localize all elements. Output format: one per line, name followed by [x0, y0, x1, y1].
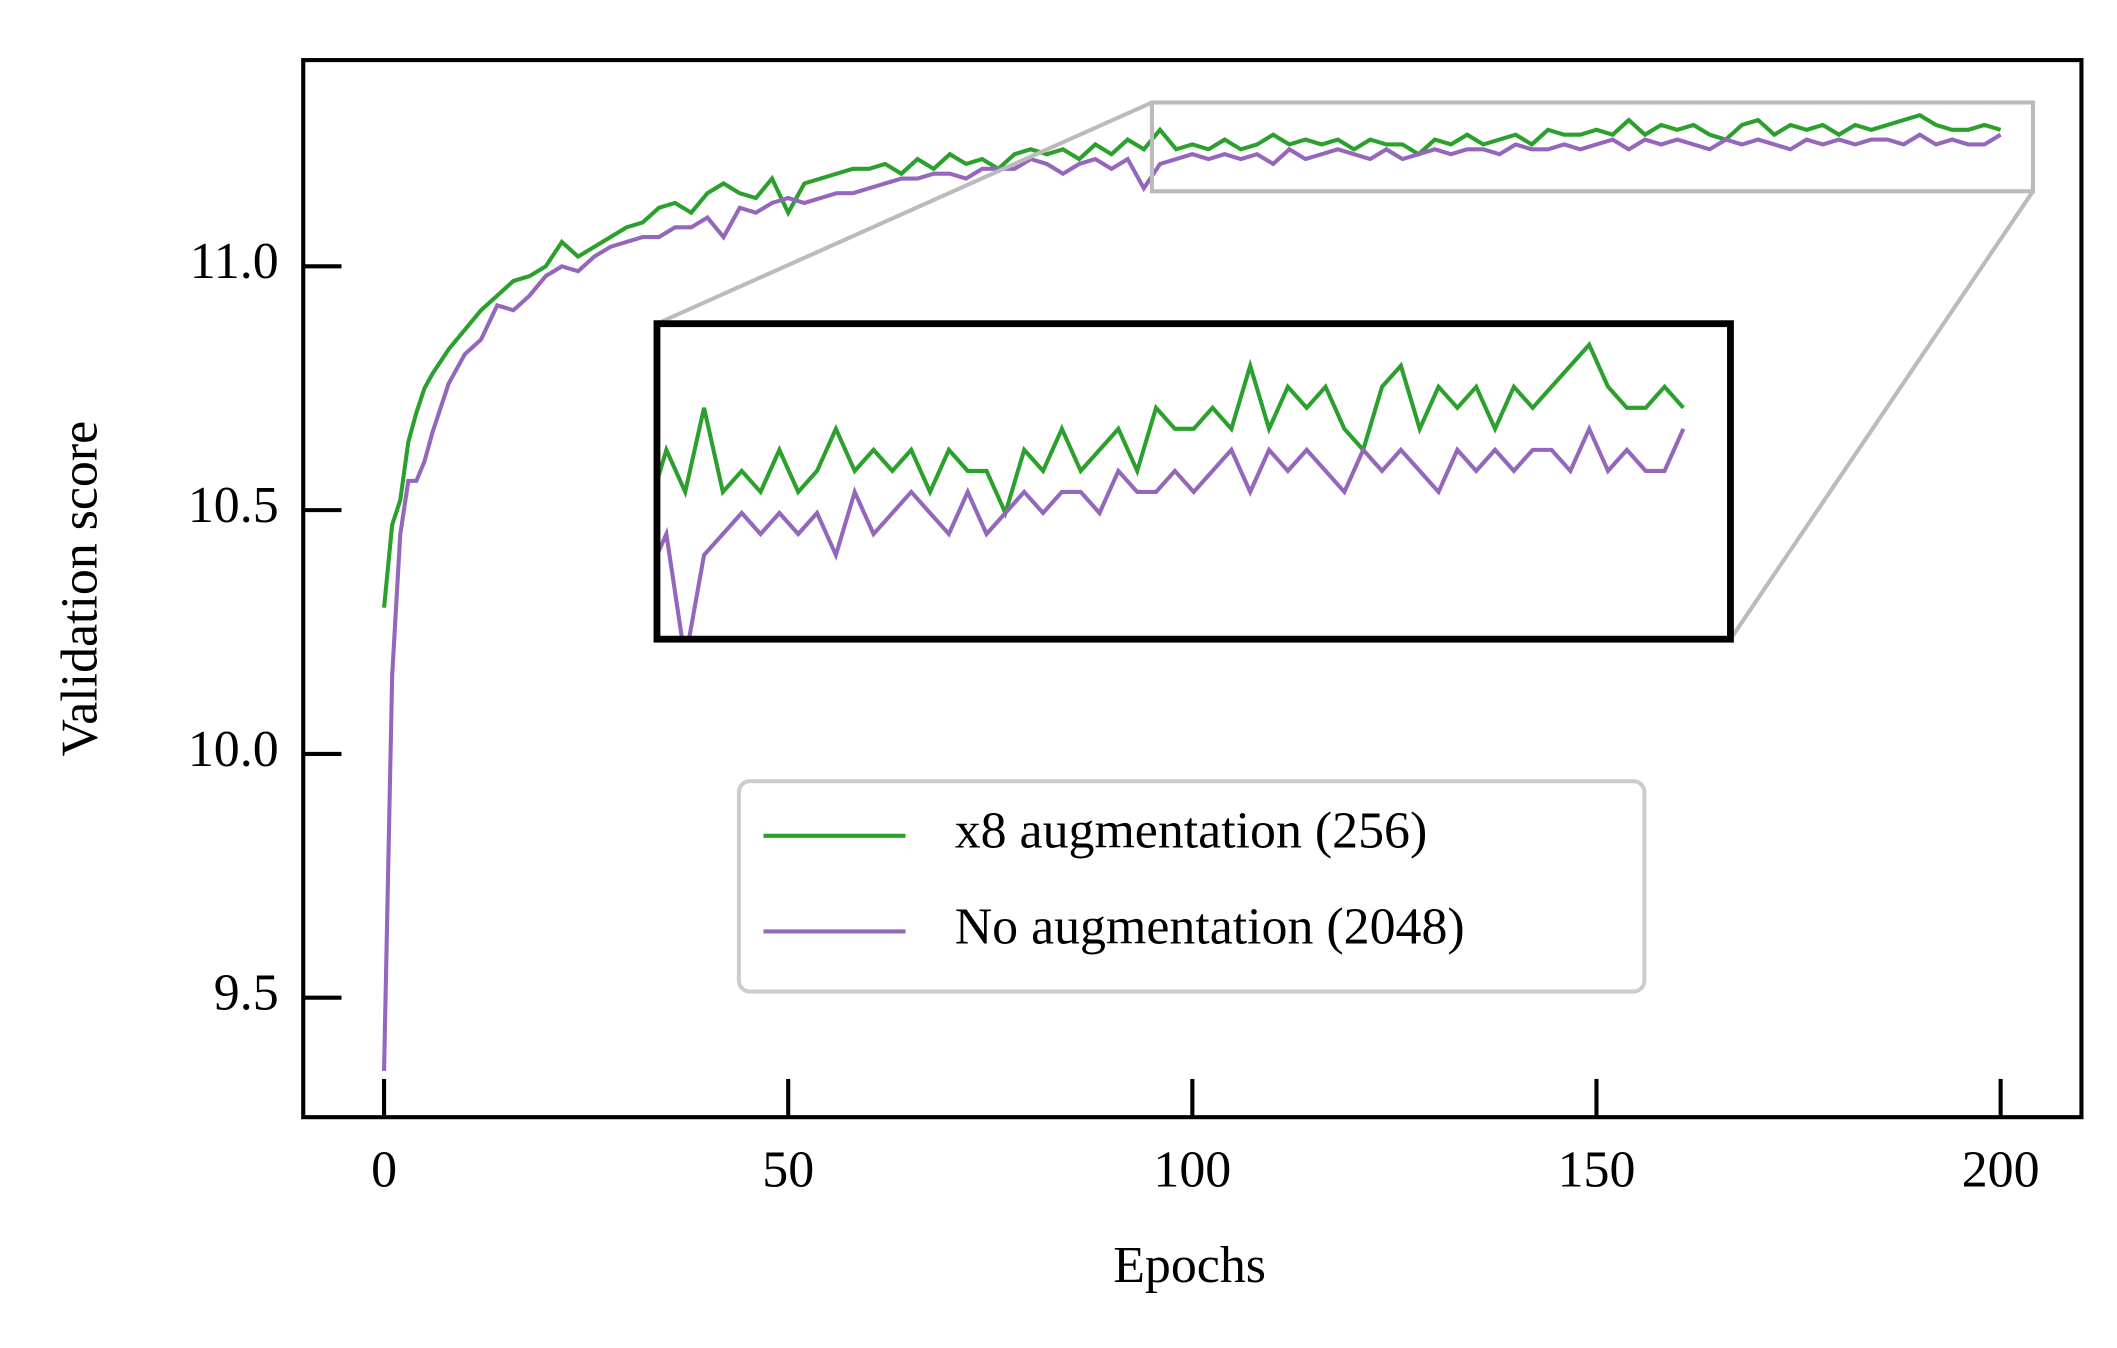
series-line [382, 132, 2002, 1071]
zoom-connector [656, 100, 1153, 326]
y-tick-label: 10.5 [188, 477, 279, 534]
x-tick-label: 150 [1558, 1141, 1636, 1198]
y-tick-label: 10.0 [188, 721, 279, 778]
x-tick-label: 100 [1153, 1141, 1231, 1198]
inset-series-line [656, 340, 1685, 519]
legend-label: x8 augmentation (256) [955, 803, 1428, 860]
x-tick-label: 0 [371, 1141, 397, 1198]
x-axis-label: Epochs [1113, 1237, 1266, 1294]
y-tick-label: 11.0 [190, 233, 279, 290]
inset-frame [653, 320, 1734, 643]
inset-plot [656, 340, 1686, 640]
x-tick-label: 200 [1962, 1141, 2040, 1198]
inset-background [656, 323, 1731, 640]
x-tick-label: 50 [762, 1141, 814, 1198]
y-axis-label: Validation score [52, 421, 109, 757]
legend-label: No augmentation (2048) [955, 898, 1465, 955]
legend-box [736, 779, 1647, 994]
zoom-connector [1728, 190, 2035, 641]
inset-series-line [656, 423, 1686, 640]
series-line [382, 112, 2002, 608]
y-tick-label: 9.5 [214, 965, 279, 1022]
zoom-region [1149, 100, 2036, 194]
